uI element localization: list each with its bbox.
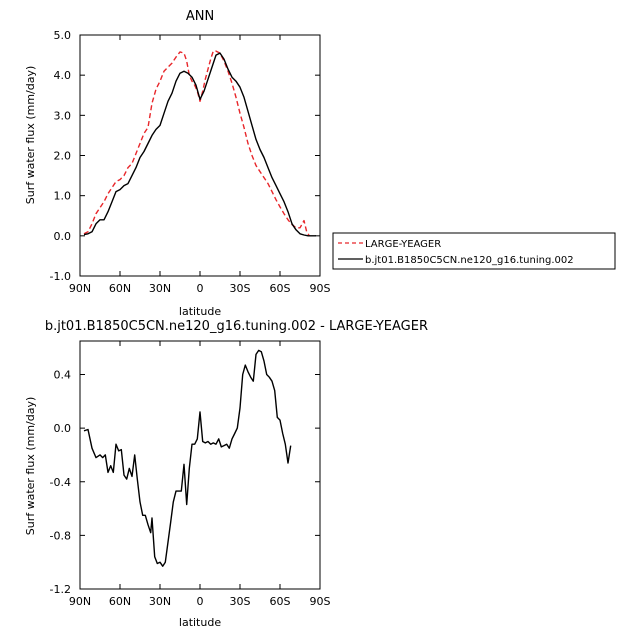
chart1-x-tick-label: 30S xyxy=(230,595,251,608)
legend-label-tuning: b.jt01.B1850C5CN.ne120_g16.tuning.002 xyxy=(365,255,574,266)
chart1-x-tick-label: 60N xyxy=(109,595,131,608)
chart0-x-tick-label: 0 xyxy=(197,282,204,295)
chart0-y-tick-label: -1.0 xyxy=(50,270,71,283)
chart1-x-tick-label: 30N xyxy=(149,595,171,608)
chart0-x-tick-label: 90S xyxy=(310,282,331,295)
chart1-y-tick-label: -0.4 xyxy=(50,476,71,489)
chart0-x-tick-label: 60N xyxy=(109,282,131,295)
chart0-y-tick-label: 2.0 xyxy=(54,150,72,163)
legend-box xyxy=(332,232,616,270)
top-y-axis-title: Surf water flux (mm/day) xyxy=(24,66,37,205)
chart0-x-tick-label: 90N xyxy=(69,282,91,295)
bottom-panel: b.jt01.B1850C5CN.ne120_g16.tuning.002 - … xyxy=(24,319,428,629)
chart0-y-tick-label: 1.0 xyxy=(54,190,72,203)
chart0-y-tick-label: 5.0 xyxy=(54,29,72,42)
chart1-y-tick-label: -1.2 xyxy=(50,583,71,596)
top-panel: ANN 90N 60N 30N 0 30S 60S 90S -1.0 0.0 1.0 2.0 3.0 4… xyxy=(24,9,331,318)
chart1-series-0-line xyxy=(83,349,292,567)
chart0-x-tick-label: 60S xyxy=(270,282,291,295)
chart1-y-tick-label: 0.4 xyxy=(54,369,72,382)
top-x-axis-title: latitude xyxy=(179,305,221,318)
chart0-x-tick-label: 30S xyxy=(230,282,251,295)
bottom-plot-frame xyxy=(79,340,321,590)
top-plot-frame xyxy=(79,34,321,277)
chart1-x-tick-label: 0 xyxy=(197,595,204,608)
chart0-series-0-line xyxy=(83,50,310,237)
bottom-x-axis-title: latitude xyxy=(179,616,221,629)
legend-label-large-yeager: LARGE-YEAGER xyxy=(365,239,441,250)
bottom-plot-area: 90N 60N 30N 0 30S 60S 90S -1.2 -0.8 -0.4 0.0 0.4 xyxy=(50,341,331,608)
chart1-y-tick-label: -0.8 xyxy=(50,529,71,542)
top-chart-title: ANN xyxy=(186,9,214,24)
chart0-y-tick-label: 0.0 xyxy=(54,230,72,243)
top-plot-area: 90N 60N 30N 0 30S 60S 90S -1.0 0.0 1.0 2.0 3.0 4.0 5.… xyxy=(50,29,331,295)
chart0-x-tick-label: 30N xyxy=(149,282,171,295)
chart0-series-1-line xyxy=(83,52,316,237)
bottom-chart-title: b.jt01.B1850C5CN.ne120_g16.tuning.002 - … xyxy=(45,319,428,334)
chart0-y-tick-label: 3.0 xyxy=(54,109,72,122)
chart1-x-tick-label: 90S xyxy=(310,595,331,608)
chart1-y-tick-label: 0.0 xyxy=(54,422,72,435)
chart0-y-tick-label: 4.0 xyxy=(54,69,72,82)
legend: LARGE-YEAGER b.jt01.B1850C5CN.ne120_g16.… xyxy=(332,232,616,270)
chart1-x-tick-label: 60S xyxy=(270,595,291,608)
bottom-y-axis-title: Surf water flux (mm/day) xyxy=(24,397,37,536)
chart1-x-tick-label: 90N xyxy=(69,595,91,608)
